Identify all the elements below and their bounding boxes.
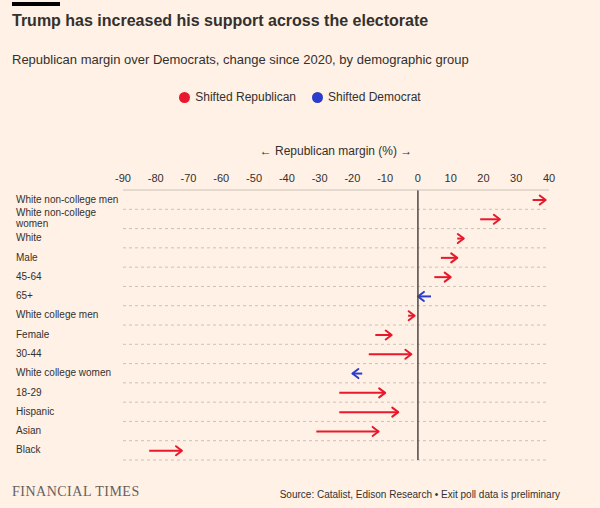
- html-text:Shifted Republican: Shifted Republican: [195, 90, 296, 104]
- svg-text:-10: -10: [377, 172, 393, 184]
- svg-text:Asian: Asian: [16, 425, 41, 436]
- html-text:Shifted Democrat: Shifted Democrat: [328, 90, 421, 104]
- svg-text:Hispanic: Hispanic: [16, 405, 54, 416]
- svg-text:30-44: 30-44: [16, 348, 42, 359]
- svg-text:-60: -60: [213, 172, 229, 184]
- svg-text:30: 30: [510, 172, 522, 184]
- svg-text:65+: 65+: [16, 290, 33, 301]
- svg-text:Female: Female: [16, 328, 50, 339]
- svg-text:20: 20: [477, 172, 489, 184]
- html-text:Trump has increased his suppor: Trump has increased his support across t…: [12, 12, 429, 29]
- svg-text:10: 10: [445, 172, 457, 184]
- html-text:← Republican margin (%) →: ← Republican margin (%) →: [259, 144, 413, 158]
- svg-text:-40: -40: [279, 172, 295, 184]
- html-text:FINANCIAL TIMES: FINANCIAL TIMES: [12, 484, 140, 499]
- svg-text:-90: -90: [115, 172, 131, 184]
- html-text:Source: Catalist, Edison Resea: Source: Catalist, Edison Research • Exit…: [279, 489, 560, 500]
- svg-text:White college men: White college men: [16, 309, 98, 320]
- svg-text:-30: -30: [312, 172, 328, 184]
- svg-text:-50: -50: [246, 172, 262, 184]
- svg-text:40: 40: [543, 172, 555, 184]
- svg-text:-20: -20: [344, 172, 360, 184]
- svg-text:-80: -80: [148, 172, 164, 184]
- svg-text:0: 0: [415, 172, 421, 184]
- svg-text:White non-collegewomen: White non-collegewomen: [15, 207, 96, 229]
- html-text:Republican margin over Democra: Republican margin over Democrats, change…: [12, 52, 469, 67]
- svg-text:45-64: 45-64: [16, 270, 42, 281]
- svg-text:White non-college men: White non-college men: [16, 193, 118, 204]
- svg-text:White college women: White college women: [16, 367, 111, 378]
- svg-text:Black: Black: [16, 444, 41, 455]
- svg-text:Male: Male: [16, 251, 38, 262]
- svg-text:-70: -70: [181, 172, 197, 184]
- svg-text:18-29: 18-29: [16, 386, 42, 397]
- svg-text:White: White: [16, 232, 42, 243]
